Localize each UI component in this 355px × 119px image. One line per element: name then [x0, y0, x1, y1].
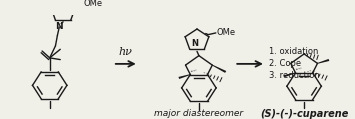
Text: 2. Cope: 2. Cope — [269, 59, 301, 68]
Text: ....: .... — [203, 69, 211, 75]
Polygon shape — [284, 72, 296, 77]
Text: major diastereomer: major diastereomer — [154, 109, 244, 118]
Text: N: N — [55, 22, 63, 32]
Text: ,,,,: ,,,, — [294, 64, 302, 71]
Text: ,,,,: ,,,, — [189, 66, 197, 73]
Text: (S)-(-)-cuparene: (S)-(-)-cuparene — [260, 109, 348, 119]
Text: OMe: OMe — [84, 0, 103, 8]
Text: hν: hν — [119, 47, 133, 57]
Text: 1. oxidation: 1. oxidation — [269, 47, 318, 56]
Text: ....: .... — [308, 67, 316, 73]
Polygon shape — [317, 59, 329, 64]
Polygon shape — [179, 74, 190, 79]
Polygon shape — [212, 65, 226, 73]
Text: 3. reduction: 3. reduction — [269, 71, 320, 80]
Text: OMe: OMe — [217, 28, 236, 37]
Text: N: N — [192, 39, 198, 48]
